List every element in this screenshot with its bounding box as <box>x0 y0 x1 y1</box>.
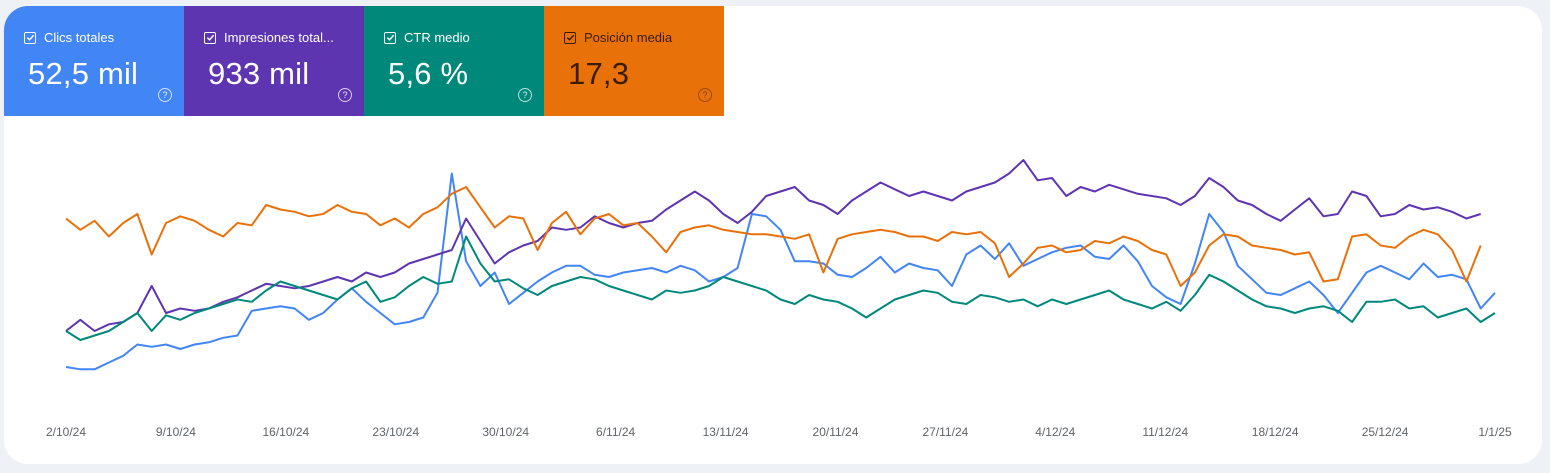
checkbox-checked-icon[interactable] <box>204 31 216 44</box>
metric-ctr-label: CTR medio <box>404 30 470 45</box>
series-line-1 <box>65 159 1482 332</box>
x-tick-label: 4/12/24 <box>1035 425 1075 439</box>
series-line-3 <box>65 186 1482 287</box>
metric-ctr-value: 5,6 % <box>388 56 469 91</box>
performance-line-chart: 2/10/24 9/10/24 16/10/24 23/10/24 30/10/24 6/… <box>46 159 1512 439</box>
metric-position-value: 17,3 <box>568 56 630 91</box>
metric-clicks-header: Clics totales <box>24 30 114 45</box>
metric-position[interactable]: Posición media 17,3 ? <box>544 6 724 116</box>
metric-clicks-value: 52,5 mil <box>28 56 139 91</box>
metric-ctr-header: CTR medio <box>384 30 470 45</box>
metric-impressions-value: 933 mil <box>208 56 310 91</box>
x-tick-label: 2/10/24 <box>46 425 86 439</box>
metric-clicks-label: Clics totales <box>44 30 115 45</box>
x-tick-label: 25/12/24 <box>1362 425 1409 439</box>
metric-ctr[interactable]: CTR medio 5,6 % ? <box>364 6 544 116</box>
series-line-0 <box>65 172 1496 371</box>
help-circle-icon[interactable]: ? <box>698 88 712 102</box>
metric-clicks[interactable]: Clics totales 52,5 mil ? <box>4 6 184 116</box>
x-tick-label: 27/11/24 <box>922 425 968 439</box>
checkbox-checked-icon[interactable] <box>564 31 576 44</box>
x-tick-label: 1/1/25 <box>1478 425 1512 439</box>
x-tick-label: 16/10/24 <box>262 425 309 439</box>
metric-impressions-label: Impresiones total... <box>224 30 334 45</box>
performance-card: Clics totales 52,5 mil ? Impresiones tot… <box>4 6 1542 464</box>
help-circle-icon[interactable]: ? <box>338 88 352 102</box>
x-tick-label: 30/10/24 <box>482 425 529 439</box>
checkbox-checked-icon[interactable] <box>384 31 396 44</box>
x-tick-label: 6/11/24 <box>596 425 635 439</box>
checkbox-checked-icon[interactable] <box>24 31 36 44</box>
metric-position-header: Posición media <box>564 30 672 45</box>
x-tick-label: 20/11/24 <box>813 425 859 439</box>
help-circle-icon[interactable]: ? <box>158 88 172 102</box>
x-tick-label: 13/11/24 <box>703 425 749 439</box>
x-tick-label: 23/10/24 <box>372 425 419 439</box>
metric-position-label: Posición media <box>584 30 673 45</box>
metric-impressions-header: Impresiones total... <box>204 30 334 45</box>
metric-impressions[interactable]: Impresiones total... 933 mil ? <box>184 6 364 116</box>
series-line-2 <box>65 235 1496 341</box>
x-tick-label: 9/10/24 <box>156 425 196 439</box>
x-tick-label: 18/12/24 <box>1252 425 1299 439</box>
help-circle-icon[interactable]: ? <box>518 88 532 102</box>
x-tick-label: 11/12/24 <box>1142 425 1188 439</box>
